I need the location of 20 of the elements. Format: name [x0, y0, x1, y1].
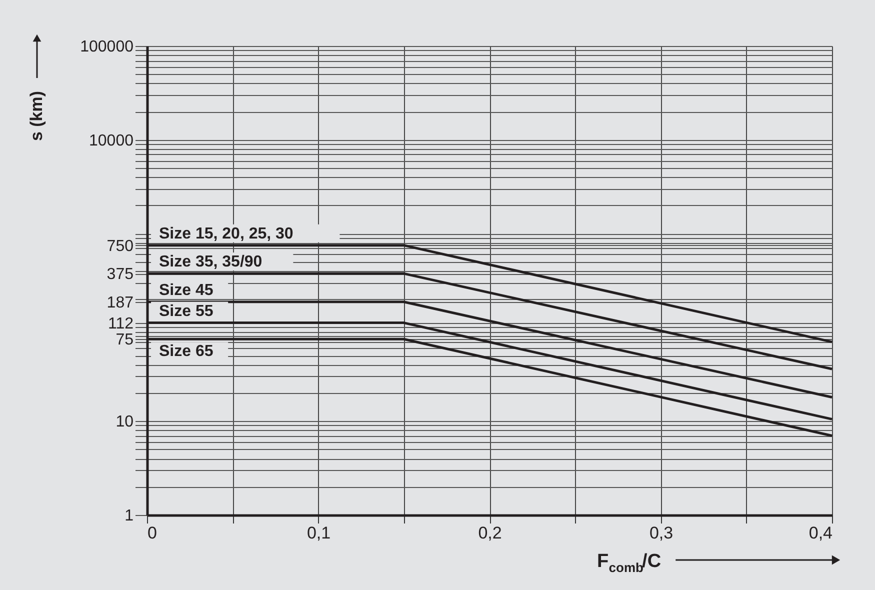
x-tick-label: 0 [148, 524, 157, 542]
series-label: Size 65 [159, 343, 214, 360]
series-label: Size 55 [159, 302, 214, 320]
x-tick-label: 0,1 [306, 524, 331, 542]
y-tick-label: 1 [124, 508, 134, 524]
y-tick-label: 375 [106, 266, 134, 284]
y-tick-label: 10 [116, 414, 134, 431]
y-tick-label: 100000 [80, 38, 134, 56]
x-tick-label: 0,3 [649, 524, 674, 542]
y-tick-label: 187 [106, 294, 134, 312]
series-label: Size 35, 35/90 [159, 254, 262, 271]
y-tick-label: 10000 [89, 132, 134, 150]
x-tick-label: 0,4 [808, 524, 832, 542]
y-tick-label: 75 [116, 332, 134, 349]
series-label: Size 45 [159, 282, 214, 299]
y-tick-label: 112 [108, 315, 134, 332]
y-tick-label: 750 [106, 238, 134, 255]
y-axis-title: s (km) [27, 90, 46, 142]
series-label: Size 15, 20, 25, 30 [159, 225, 294, 242]
x-tick-label: 0,2 [478, 524, 502, 542]
